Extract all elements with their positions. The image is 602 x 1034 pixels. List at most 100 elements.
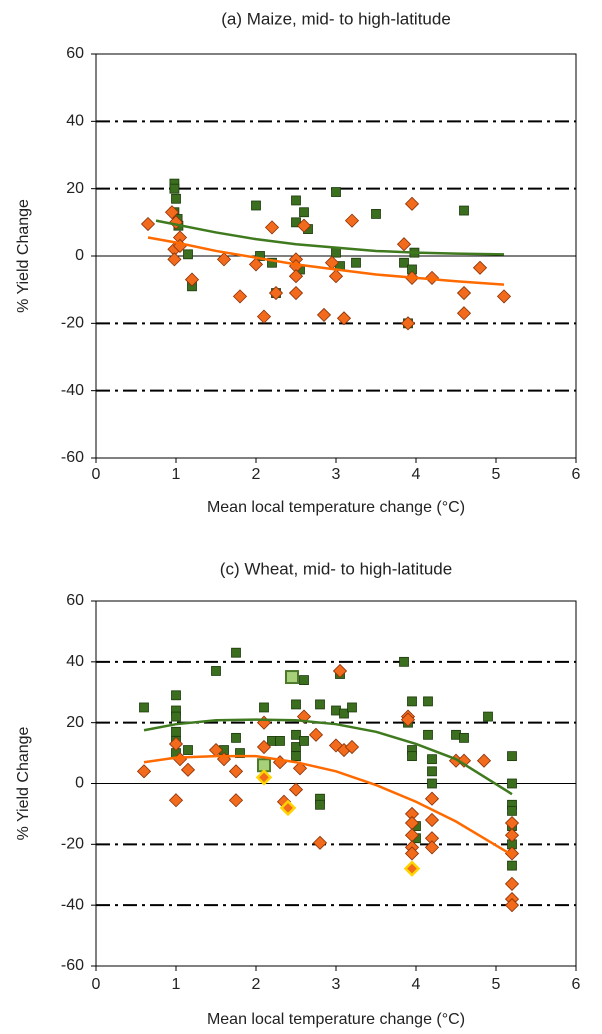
diamond-point <box>308 727 324 742</box>
square-point <box>169 183 180 194</box>
y-axis-label: % Yield Change <box>15 199 32 313</box>
x-tick-label: 0 <box>92 466 101 483</box>
diamond-point <box>228 793 244 808</box>
diamond-point <box>456 285 472 301</box>
diamond-point <box>248 257 264 272</box>
square-point <box>423 729 433 740</box>
square-point <box>399 257 409 268</box>
y-tick-label: 60 <box>66 45 84 62</box>
square-point <box>285 670 299 685</box>
diamond-point <box>476 753 492 768</box>
square-point <box>507 860 517 871</box>
y-tick-label: 40 <box>66 113 84 130</box>
square-point <box>255 251 265 261</box>
x-tick-label: 6 <box>572 466 581 483</box>
square-point <box>339 708 349 719</box>
square-point <box>459 205 469 216</box>
x-axis-label: Mean local temperature change (°C) <box>207 1011 465 1028</box>
diamond-point <box>328 269 344 284</box>
diamond-point <box>396 237 412 252</box>
square-point <box>171 711 181 722</box>
diamond-point <box>472 260 488 275</box>
diamond-point <box>268 285 284 301</box>
square-point <box>299 675 309 685</box>
diamond-point <box>404 846 420 861</box>
diamond-point <box>168 736 184 752</box>
diamond-point <box>228 764 244 779</box>
diamond-point <box>256 309 272 324</box>
diamond-point <box>400 316 416 331</box>
square-point <box>259 702 269 713</box>
diamond-point <box>255 769 273 786</box>
diamond-point <box>164 205 180 220</box>
y-tick-label: 0 <box>75 247 84 264</box>
x-axis-label: Mean local temperature change (°C) <box>207 499 465 516</box>
trend-line <box>147 236 505 286</box>
diamond-point <box>168 793 184 808</box>
square-point <box>427 778 437 789</box>
diamond-point <box>400 712 416 727</box>
x-tick-label: 3 <box>332 976 341 993</box>
square-point <box>351 257 361 268</box>
diamond-point <box>332 663 348 679</box>
y-tick-label: 40 <box>66 653 84 670</box>
y-tick-label: 0 <box>75 775 84 792</box>
square-point <box>315 799 325 810</box>
square-point <box>331 247 341 258</box>
square-point <box>171 690 181 701</box>
diamond-point <box>504 828 520 843</box>
square-point <box>427 766 437 777</box>
chart-title: (c) Wheat, mid- to high-latitude <box>220 559 452 578</box>
square-point <box>507 751 517 762</box>
diamond-point <box>296 218 312 233</box>
diamond-point <box>264 220 280 235</box>
y-tick-label: -40 <box>61 382 84 399</box>
y-tick-label: 20 <box>66 180 84 197</box>
x-tick-label: 4 <box>412 466 421 483</box>
square-point <box>423 696 433 707</box>
square-point <box>251 200 261 211</box>
diamond-point <box>256 715 272 730</box>
diamond-point <box>403 860 421 877</box>
diamond-point <box>504 898 520 913</box>
diamond-point <box>344 739 360 755</box>
trend-line <box>143 718 513 796</box>
diamond-point <box>184 272 200 287</box>
diamond-point <box>140 216 156 232</box>
x-tick-label: 1 <box>172 976 181 993</box>
diamond-point <box>232 289 248 304</box>
square-point <box>291 699 301 710</box>
y-tick-label: -60 <box>61 957 84 974</box>
diamond-point <box>312 835 328 850</box>
y-axis-label: % Yield Change <box>15 726 32 840</box>
square-point <box>407 696 417 707</box>
diamond-point <box>279 799 297 817</box>
x-tick-label: 3 <box>332 466 341 483</box>
square-point <box>235 748 245 758</box>
diamond-point <box>136 764 152 779</box>
x-tick-label: 1 <box>172 466 181 483</box>
diamond-point <box>288 269 304 284</box>
square-point <box>507 778 517 789</box>
diamond-point <box>496 289 512 304</box>
square-point <box>299 736 309 746</box>
square-point <box>139 702 149 713</box>
square-point <box>275 736 285 746</box>
square-point <box>483 711 493 722</box>
square-point <box>171 193 181 204</box>
y-tick-label: -60 <box>61 449 84 466</box>
square-point <box>291 195 301 206</box>
plot-frame <box>95 53 577 459</box>
square-point <box>291 729 301 740</box>
plot-frame <box>95 600 577 967</box>
y-tick-label: -40 <box>61 896 84 913</box>
diamond-point <box>216 252 232 267</box>
diamond-point <box>424 270 440 285</box>
trend-line <box>143 754 513 857</box>
diamond-point <box>404 196 420 211</box>
x-tick-label: 5 <box>492 466 501 483</box>
square-point <box>231 732 241 743</box>
y-tick-label: 60 <box>66 592 84 609</box>
